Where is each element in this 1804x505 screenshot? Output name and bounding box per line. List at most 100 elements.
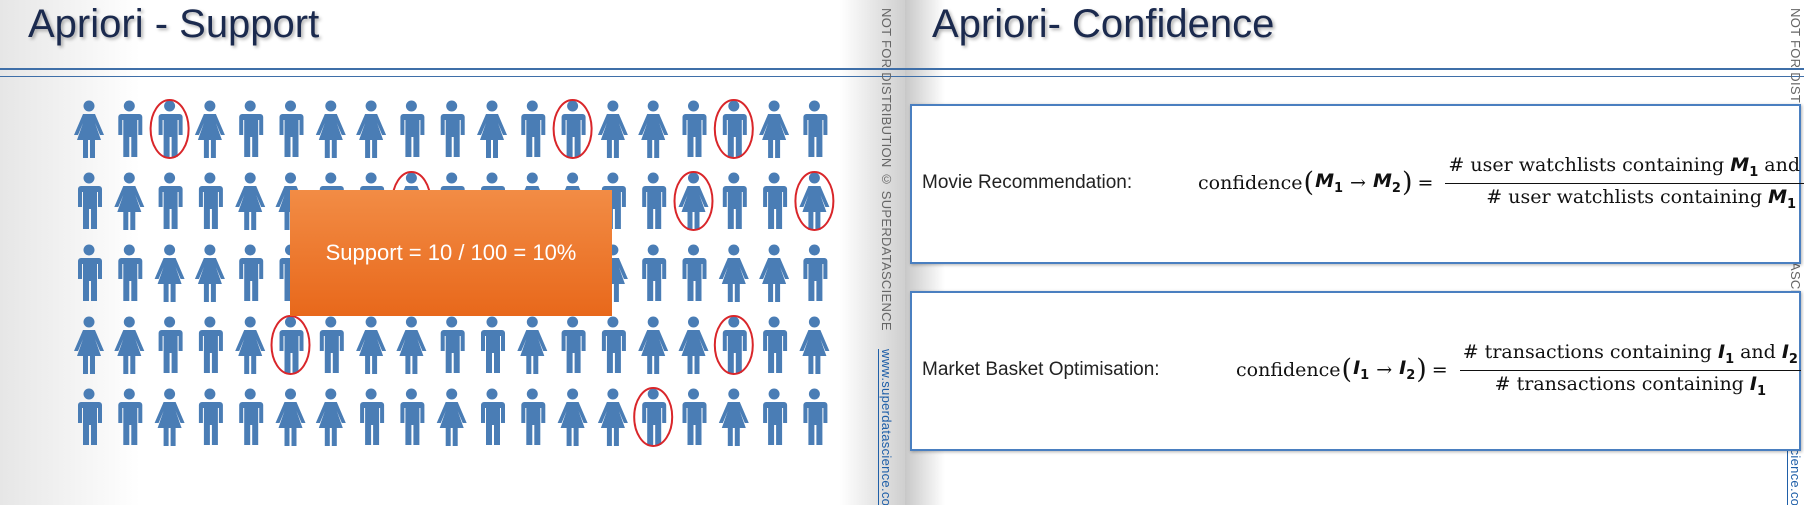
person-head — [567, 100, 579, 112]
person-head — [164, 244, 176, 256]
fraction: # transactions containing I1 and I2 # trans… — [1459, 341, 1801, 399]
person-body — [481, 330, 505, 373]
person-head — [567, 388, 579, 400]
person-body — [154, 258, 185, 302]
math-symbol: M2 — [1373, 170, 1401, 196]
person-body — [356, 330, 387, 374]
person-body — [682, 402, 707, 445]
math-symbol: M1 — [1315, 170, 1343, 196]
symbol-index: 1 — [1756, 383, 1767, 399]
person-body — [154, 402, 185, 446]
person-body — [521, 402, 546, 445]
person-icon — [198, 388, 223, 445]
person-icon — [477, 100, 507, 158]
person-icon — [521, 100, 546, 157]
person-head — [768, 172, 780, 184]
person-icon — [481, 388, 505, 445]
person-body — [239, 114, 264, 157]
person-icon — [678, 316, 709, 374]
symbol-index: 1 — [1749, 164, 1759, 180]
person-icon — [118, 388, 143, 445]
person-body — [678, 330, 709, 374]
person-icon — [239, 244, 264, 301]
person-head — [365, 388, 377, 400]
person-head — [365, 316, 377, 328]
person-head — [688, 316, 699, 328]
person-head — [808, 172, 820, 184]
person-body — [235, 330, 266, 374]
person-head — [607, 316, 619, 328]
person-head — [567, 172, 579, 184]
person-head — [285, 388, 296, 400]
person-head — [688, 100, 699, 112]
equals: = — [1417, 171, 1434, 194]
row-label: Movie Recommendation: — [922, 172, 1133, 193]
symbol-base: M — [1315, 169, 1334, 192]
person-icon — [279, 316, 304, 373]
person-body — [118, 258, 143, 301]
person-icon — [718, 244, 749, 302]
title-rule — [905, 68, 1804, 77]
person-head — [83, 316, 95, 328]
person-head — [405, 388, 417, 400]
person-head — [285, 100, 296, 112]
person-head — [446, 316, 458, 328]
math-symbol: I2 — [1782, 341, 1798, 367]
person-body — [477, 114, 507, 158]
person-head — [486, 100, 498, 112]
person-icon — [356, 316, 387, 374]
person-body — [803, 114, 828, 157]
person-body — [718, 258, 749, 302]
person-body — [78, 258, 102, 301]
person-icon — [718, 388, 749, 446]
person-icon — [722, 172, 747, 229]
person-head — [607, 172, 619, 184]
person-icon — [561, 316, 586, 373]
person-icon — [74, 316, 104, 374]
person-body — [78, 186, 102, 229]
person-body — [158, 186, 183, 229]
person-head — [83, 388, 95, 400]
person-icon — [759, 100, 790, 158]
person-icon — [638, 100, 669, 158]
person-icon — [803, 244, 828, 301]
numerator-text: # user watchlists containing — [1448, 154, 1725, 176]
person-head — [244, 244, 256, 256]
person-icon — [275, 388, 306, 446]
person-body — [400, 114, 425, 157]
person-head — [567, 316, 579, 328]
numerator: # user watchlists containing M1andM2 — [1445, 154, 1804, 184]
confidence-slide: Apriori- Confidence NOT FOR DISTRIBUTION… — [905, 0, 1804, 505]
person-icon — [759, 244, 790, 302]
person-icon — [154, 388, 185, 446]
person-body — [158, 330, 183, 373]
person-body — [78, 402, 102, 445]
person-icon — [517, 316, 548, 374]
person-body — [722, 114, 747, 157]
person-body — [642, 402, 667, 445]
person-body — [597, 402, 628, 446]
selection-circle — [713, 99, 754, 159]
person-body — [118, 114, 143, 157]
watermark-url[interactable]: www.superdatascience.com — [879, 348, 894, 505]
person-icon — [198, 316, 223, 373]
person-icon — [118, 100, 143, 157]
person-body — [642, 258, 667, 301]
person-icon — [78, 172, 102, 229]
person-body — [114, 186, 145, 230]
person-body — [356, 114, 387, 158]
selection-circle — [270, 315, 311, 375]
numerator: # transactions containing I1 and I2 — [1459, 341, 1801, 371]
person-icon — [114, 172, 145, 230]
person-head — [526, 316, 538, 328]
person-body — [279, 330, 304, 373]
person-icon — [763, 172, 788, 229]
person-body — [194, 114, 225, 158]
symbol-base: I — [1399, 356, 1407, 379]
person-head — [768, 388, 780, 400]
person-head — [204, 316, 216, 328]
watermark-notice: NOT FOR DISTRIBUTION © SUPERDATASCIENCE — [879, 8, 894, 331]
person-head — [83, 244, 95, 256]
person-head — [728, 316, 740, 328]
person-icon — [803, 388, 828, 445]
